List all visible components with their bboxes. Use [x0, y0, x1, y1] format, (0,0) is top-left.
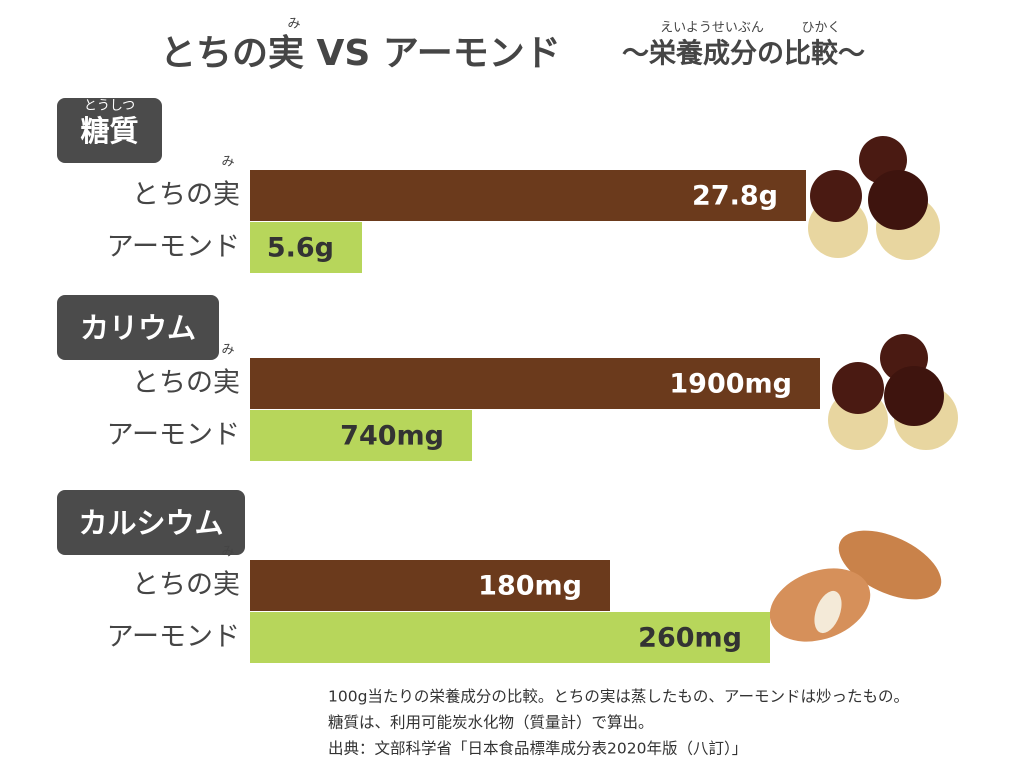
- bar: [250, 358, 820, 409]
- panel-title: 糖質: [80, 114, 138, 148]
- panel-title-box: [57, 295, 219, 360]
- subtitle-ruby: えいようせいぶん: [660, 21, 764, 36]
- category-ruby: み: [221, 155, 234, 170]
- chestnut-illustration: [808, 136, 940, 260]
- footnote: 糖質は、利用可能炭水化物（質量計）で算出。: [328, 713, 654, 732]
- category-label: アーモンド: [107, 232, 240, 263]
- chestnut-illustration: [828, 334, 958, 450]
- category-label: アーモンド: [107, 622, 240, 653]
- category-label: アーモンド: [107, 420, 240, 451]
- bar: [250, 612, 770, 663]
- panel-title-ruby: とうしつ: [84, 99, 135, 114]
- value-label: 27.8g: [692, 181, 778, 212]
- bar: [250, 222, 362, 273]
- category-label: とちの実: [132, 180, 240, 211]
- panel-title: カリウム: [80, 311, 196, 345]
- panel-title-box: [57, 490, 245, 555]
- bar: [250, 560, 610, 611]
- panel-title-box: [57, 98, 162, 163]
- title-ruby: み: [287, 17, 300, 32]
- bar: [250, 170, 806, 221]
- category-label: とちの実: [132, 570, 240, 601]
- category-label: とちの実: [132, 368, 240, 399]
- category-ruby: み: [221, 343, 234, 358]
- value-label: 5.6g: [267, 233, 334, 264]
- category-ruby: み: [221, 545, 234, 560]
- panel-title: カルシウム: [78, 506, 223, 540]
- value-label: 1900mg: [669, 369, 792, 400]
- bar: [250, 410, 472, 461]
- page-subtitle: 〜栄養成分の比較〜: [622, 38, 865, 70]
- value-label: 740mg: [340, 421, 444, 452]
- value-label: 180mg: [478, 571, 582, 602]
- almond-illustration: [769, 530, 942, 642]
- subtitle-ruby: ひかく: [801, 21, 840, 36]
- page-title: とちの実 VS アーモンド: [160, 33, 561, 74]
- footnote: 出典：文部科学省「日本食品標準成分表2020年版（八訂）」: [328, 740, 747, 758]
- value-label: 260mg: [638, 623, 742, 654]
- footnote: 100g当たりの栄養成分の比較。とちの実は蒸したもの、アーモンドは炒ったもの。: [328, 688, 909, 706]
